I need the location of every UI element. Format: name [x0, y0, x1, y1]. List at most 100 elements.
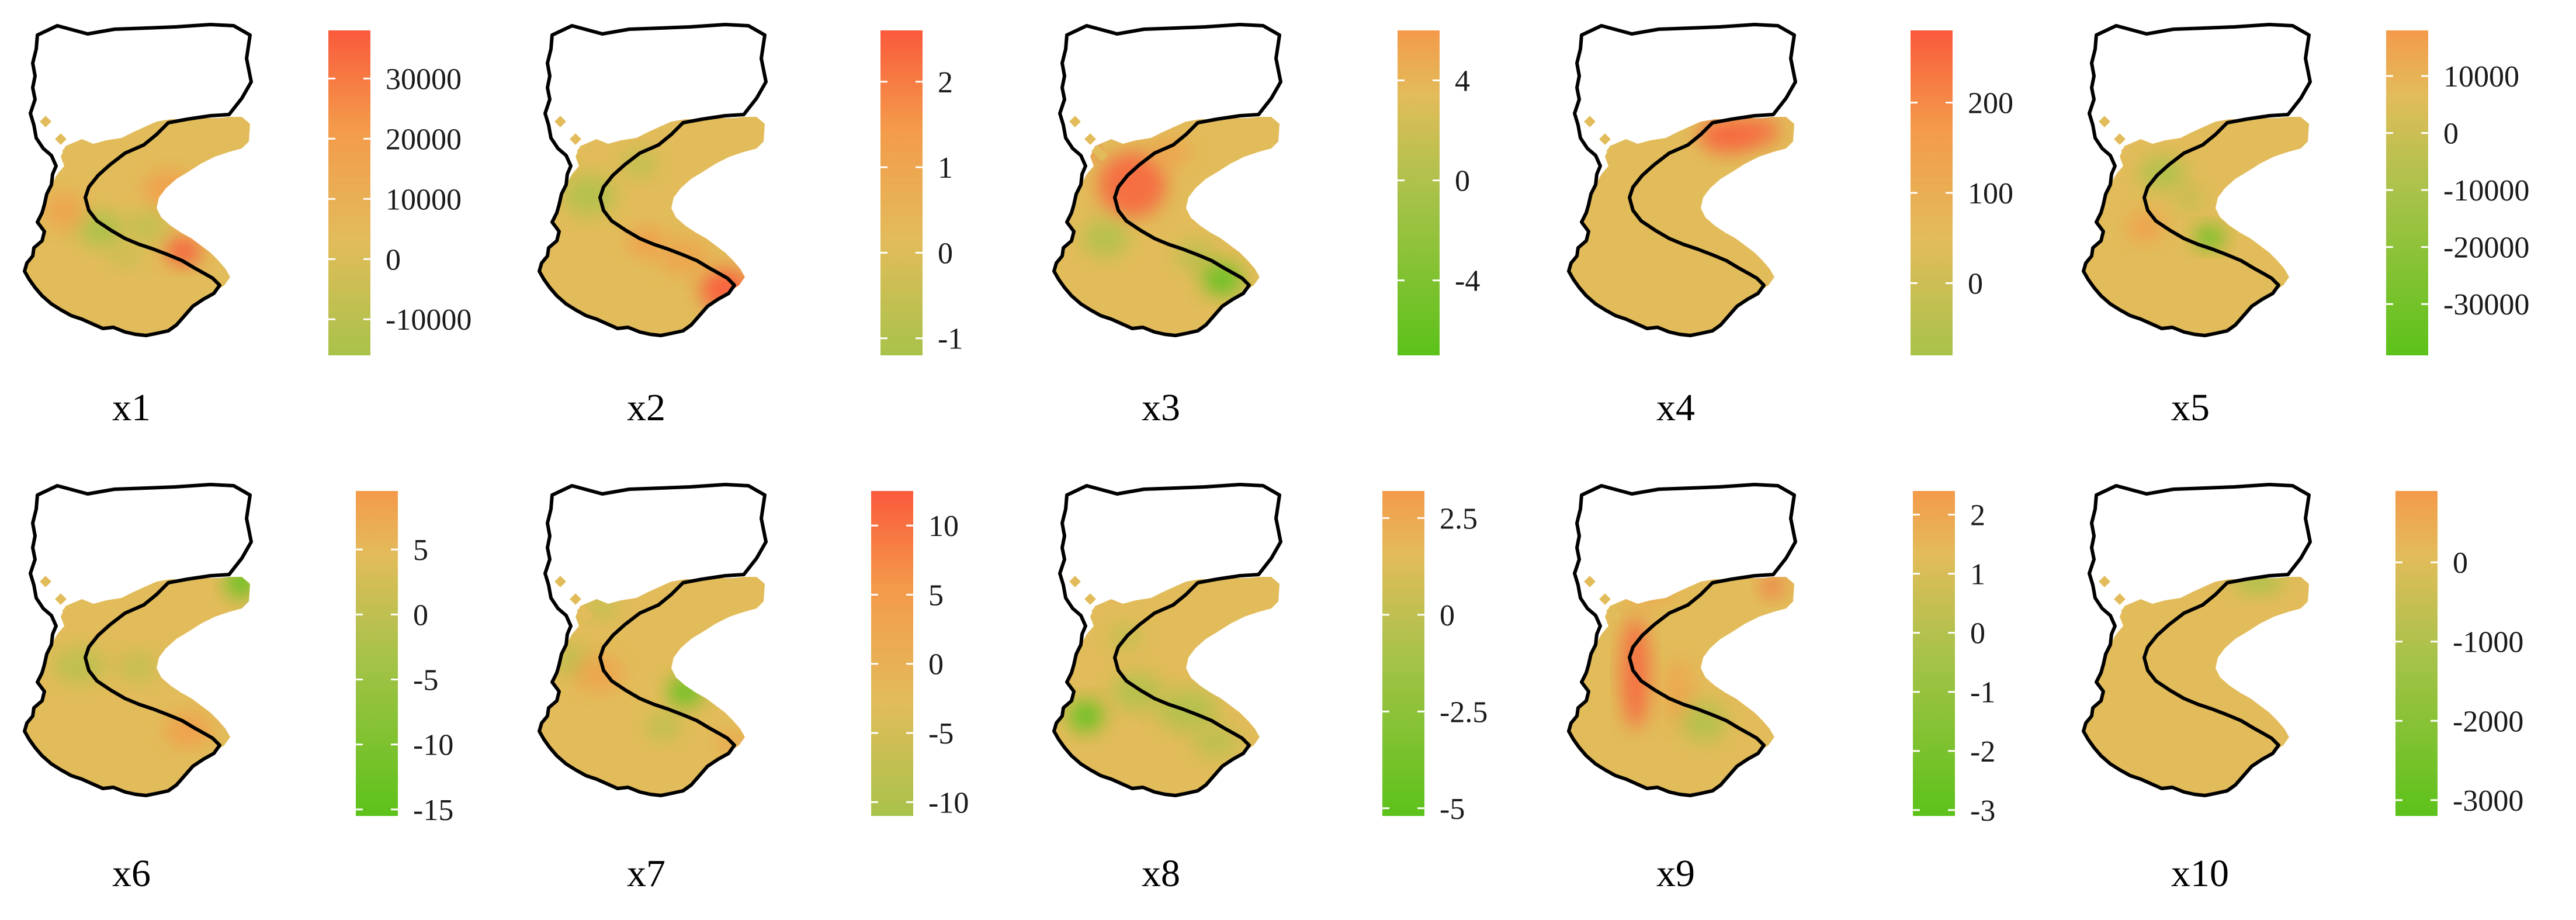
map-dot	[1096, 150, 1108, 161]
map-x10: 0 -1000 -2000 -3000	[2082, 483, 2523, 818]
colorbar-tick-label: -2	[1970, 735, 1995, 769]
panel-x6: 5 0 -5 -10 -15 x6	[0, 460, 515, 920]
map-region	[2083, 577, 2309, 796]
panel-label-x5: x5	[2171, 386, 2210, 429]
map-dot	[2114, 593, 2126, 605]
map-dot	[67, 150, 78, 161]
map-x1: 30000 20000 10000 0 -10000	[23, 23, 471, 355]
hotspot	[2140, 157, 2186, 189]
colorbar	[1382, 491, 1424, 816]
map-dot	[67, 610, 78, 621]
map-outline	[23, 483, 253, 797]
hotspot	[1082, 220, 1129, 257]
map-dot	[1084, 133, 1096, 145]
map-dot	[1584, 116, 1596, 127]
hotspot	[126, 212, 166, 242]
map-outline	[23, 23, 253, 337]
panel-label-x2: x2	[627, 386, 665, 429]
map-dot	[2099, 116, 2110, 127]
hotspot	[573, 655, 625, 693]
colorbar-tick-label: -2.5	[1440, 696, 1488, 729]
colorbar-tick-label: 10000	[386, 183, 462, 216]
colorbar-tick-label: -5	[413, 663, 438, 697]
colorbar-tick-label: 0	[1440, 599, 1455, 632]
map-outline	[538, 483, 768, 797]
hotspot	[226, 577, 250, 598]
colorbar-tick-label: -10000	[2443, 174, 2529, 207]
hotspot	[165, 714, 212, 746]
hotspots	[53, 577, 250, 746]
colorbar-tick-label: 0	[928, 648, 944, 682]
hotspots	[1698, 118, 1780, 153]
hotspot	[1111, 673, 1163, 710]
map-outline	[1052, 483, 1282, 797]
map-x7: 10 5 0 -5 -10	[538, 483, 969, 819]
map-outline	[2082, 23, 2312, 337]
map-dot	[570, 133, 581, 145]
colorbar-tick-label: 20000	[386, 123, 462, 156]
colorbar-tick-label: 0	[1970, 617, 1985, 651]
hotspot	[646, 713, 681, 741]
map-dot	[55, 133, 67, 145]
map-region	[25, 577, 250, 796]
map-dot	[554, 116, 566, 127]
map-outline	[2082, 483, 2312, 797]
colorbar-tick-label: -1	[1970, 676, 1995, 710]
hotspot	[2128, 212, 2163, 242]
hotspot	[53, 647, 106, 684]
colorbar	[880, 30, 923, 355]
colorbar-tick-label: 30000	[386, 63, 462, 96]
map-outline	[1052, 23, 1282, 337]
colorbar-tick-label: -5	[1440, 793, 1465, 826]
colorbar	[2395, 491, 2438, 816]
colorbar-tick-label: 10	[928, 510, 959, 543]
map-dot	[581, 610, 593, 621]
map-x8: 2.5 0 -2.5 -5	[1052, 483, 1488, 826]
colorbar-tick-label: 1	[1970, 558, 1985, 592]
panel-label-x9: x9	[1656, 852, 1695, 895]
colorbar-tick-label: 2	[938, 66, 953, 99]
hotspot	[668, 676, 703, 707]
hotspot	[1682, 702, 1726, 742]
colorbar	[1398, 30, 1440, 355]
colorbar-tick-label: -15	[413, 794, 453, 827]
colorbar-tick-label: 5	[928, 579, 944, 612]
panel-label-x6: x6	[112, 852, 151, 895]
hotspot	[2176, 188, 2204, 212]
map-dot	[40, 116, 51, 127]
hotspot	[44, 192, 84, 229]
colorbar-tick-label: 100	[1968, 177, 2013, 210]
map-region	[2083, 117, 2309, 336]
colorbar-tick-label: 0	[386, 243, 401, 276]
hotspot	[1624, 577, 1675, 604]
map-outline	[1567, 483, 1797, 797]
colorbar-tick-label: 0	[2453, 547, 2468, 580]
panel-label-x10: x10	[2171, 852, 2229, 895]
colorbar-tick-label: 0	[938, 237, 953, 270]
colorbar-tick-label: -10	[413, 729, 453, 762]
map-dot	[1096, 610, 1108, 621]
map-region	[539, 577, 765, 796]
colorbar-tick-label: -10	[928, 786, 969, 819]
hotspot	[78, 212, 123, 247]
hotspot	[1068, 700, 1103, 732]
colorbar-tick-label: -30000	[2443, 288, 2529, 321]
hotspot	[1193, 725, 1240, 758]
map-region	[1569, 117, 1794, 336]
hotspot	[622, 150, 657, 178]
map-dot	[1611, 610, 1622, 621]
map-dot	[1599, 133, 1611, 145]
panel-label-x7: x7	[627, 852, 665, 895]
panel-label-x8: x8	[1142, 852, 1180, 895]
hotspot	[1663, 659, 1694, 724]
map-x6: 5 0 -5 -10 -15	[23, 483, 453, 827]
hotspot	[1743, 118, 1780, 144]
map-dot	[2126, 610, 2137, 621]
map-dot	[1584, 576, 1596, 587]
colorbar	[871, 491, 913, 816]
panel-x5: 10000 0 -10000 -20000 -30000 x5	[2059, 0, 2574, 460]
map-dot	[1069, 576, 1081, 587]
panel-x10: 0 -1000 -2000 -3000 x10	[2059, 460, 2574, 920]
colorbar-tick-label: 0	[2443, 117, 2459, 151]
colorbar-tick-label: 0	[1455, 165, 1470, 198]
